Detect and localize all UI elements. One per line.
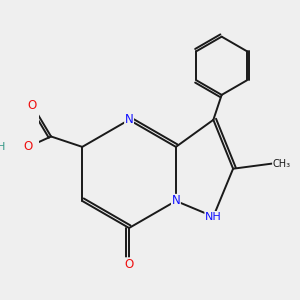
Text: NH: NH xyxy=(205,212,222,222)
Text: O: O xyxy=(24,140,33,153)
Text: O: O xyxy=(28,99,37,112)
Text: N: N xyxy=(172,194,180,208)
Text: N: N xyxy=(125,113,134,126)
Text: O: O xyxy=(124,258,134,271)
Text: CH₃: CH₃ xyxy=(273,158,291,169)
Text: H: H xyxy=(0,142,5,152)
